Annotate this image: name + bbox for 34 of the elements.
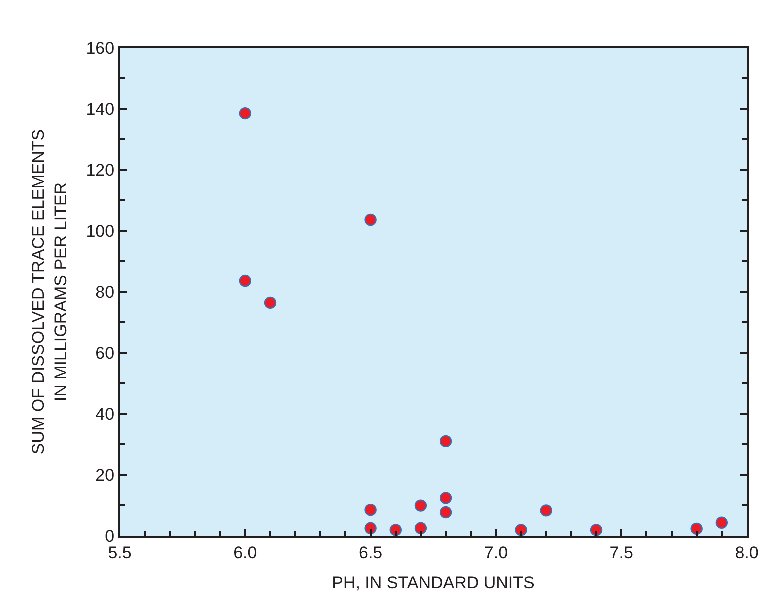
x-tick-label: 7.0	[484, 543, 508, 562]
point	[414, 500, 428, 512]
y-axis-title: SUM OF DISSOLVED TRACE ELEMENTS IN MILLIGRAMS PER LITER	[29, 129, 70, 455]
point	[690, 522, 703, 536]
x-tick-label: 5.5	[108, 543, 132, 562]
point	[264, 296, 277, 310]
point	[364, 522, 377, 534]
x-tick-label: 6.5	[358, 543, 383, 562]
y-tick-label: 140	[86, 100, 115, 119]
point	[716, 516, 728, 529]
x-axis-title: PH, IN STANDARD UNITS	[332, 573, 535, 592]
point	[440, 506, 452, 519]
point	[390, 524, 402, 536]
y-tick-label: 80	[96, 282, 115, 302]
point	[239, 274, 252, 288]
point	[414, 522, 428, 534]
y-tick-label: 0	[105, 526, 115, 546]
point	[440, 435, 452, 448]
point	[440, 492, 452, 504]
x-tick-label: 8.0	[735, 543, 759, 562]
x-tick-label: 6.0	[234, 543, 258, 562]
y-tick-label: 20	[96, 466, 115, 485]
point	[515, 524, 528, 536]
y-tick-label: 160	[86, 38, 115, 58]
point	[364, 504, 377, 516]
y-tick-label: 120	[86, 160, 115, 180]
point	[239, 107, 252, 120]
y-tick-label: 40	[96, 404, 115, 424]
y-tick-label: 100	[86, 222, 115, 241]
y-tick-label: 60	[96, 344, 115, 363]
point	[364, 214, 377, 226]
x-tick-label: 7.5	[610, 543, 634, 562]
point	[540, 504, 552, 517]
point	[590, 524, 603, 536]
